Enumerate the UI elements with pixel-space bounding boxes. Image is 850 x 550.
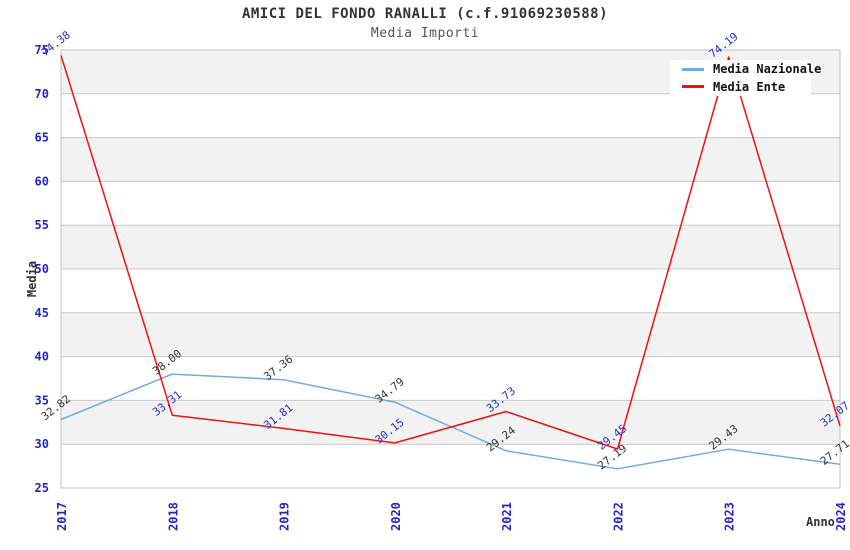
y-axis-title: Media <box>25 260 39 298</box>
y-tick-label: 70 <box>35 87 49 101</box>
chart-subtitle: Media Importi <box>370 26 480 41</box>
chart-legend: Media Nazionale Media Ente <box>670 60 821 96</box>
x-tick-label: 2022 <box>611 502 625 531</box>
y-tick-label: 35 <box>35 393 49 407</box>
x-tick-label: 2018 <box>166 502 180 531</box>
y-tick-label: 50 <box>35 262 49 276</box>
x-tick-label: 2017 <box>55 502 69 531</box>
y-tick-label: 30 <box>35 437 49 451</box>
x-tick-label: 2021 <box>500 502 514 531</box>
x-tick-label: 2019 <box>278 502 292 531</box>
plot-border <box>60 49 841 489</box>
media-ente-line-swatch <box>682 85 704 89</box>
y-tick-label: 75 <box>35 43 49 57</box>
x-tick-label: 2020 <box>389 502 403 531</box>
legend-label-media-nazionale: Media Nazionale <box>713 62 822 77</box>
y-tick-label: 45 <box>35 306 49 320</box>
y-tick-label: 55 <box>35 218 49 232</box>
y-tick-label: 25 <box>35 481 49 495</box>
y-tick-label: 60 <box>35 174 49 188</box>
value-label: 37.36 <box>261 353 295 384</box>
y-tick-label: 65 <box>35 131 49 145</box>
x-axis-title: Anno <box>806 515 835 529</box>
legend-item-media-ente: Media Ente <box>670 79 811 95</box>
x-tick-label: 2023 <box>723 502 737 531</box>
stripe-band <box>61 137 840 182</box>
stripe-band <box>61 225 840 269</box>
stripe-band <box>61 400 840 445</box>
chart-title: AMICI DEL FONDO RANALLI (c.f.91069230588… <box>241 6 609 22</box>
media-nazionale-line-swatch <box>682 67 704 71</box>
stripe-band <box>61 312 840 357</box>
x-tick-label: 2024 <box>834 502 848 531</box>
series-line-media-ente <box>60 55 841 450</box>
legend-label-media-ente: Media Ente <box>713 79 786 94</box>
legend-item-media-nazionale: Media Nazionale <box>670 61 821 77</box>
y-tick-label: 40 <box>35 350 49 364</box>
